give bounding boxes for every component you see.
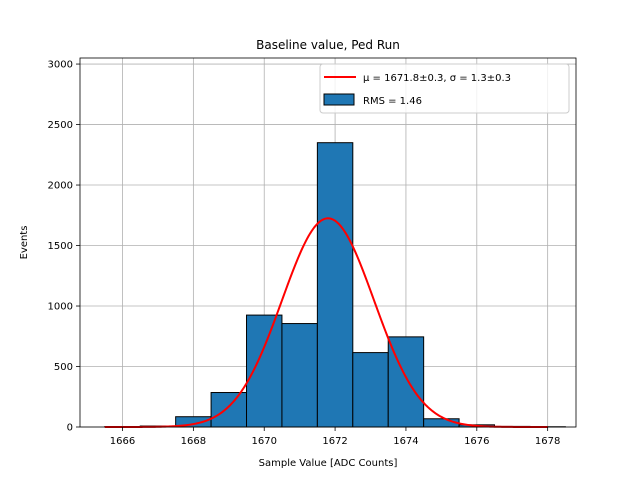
- legend-box: [319, 63, 570, 114]
- y-tick-label: 1000: [48, 302, 73, 313]
- histogram-bar: [210, 392, 248, 428]
- x-tick-label: 1670: [252, 436, 277, 447]
- y-tick-label: 2000: [48, 181, 73, 192]
- histogram-bar: [316, 142, 354, 428]
- plot-frame: [79, 57, 577, 428]
- x-tick-label: 1672: [322, 436, 347, 447]
- legend-histogram-label: RMS = 1.46: [363, 96, 422, 107]
- histogram-bar: [281, 323, 318, 428]
- y-axis-ticks: 0 500 1000 1500 2000 2500 3000: [48, 60, 80, 434]
- y-tick-label: 500: [54, 362, 73, 373]
- y-tick-label: 3000: [48, 60, 73, 71]
- histogram-bar: [246, 314, 283, 428]
- gaussian-fit-curve: [104, 217, 548, 428]
- y-tick-label: 1500: [48, 241, 73, 252]
- x-tick-label: 1674: [393, 436, 418, 447]
- x-axis-label: Sample Value [ADC Counts]: [259, 458, 398, 469]
- y-axis-label: Events: [19, 226, 30, 260]
- x-tick-label: 1668: [181, 436, 206, 447]
- y-tick-label: 2500: [48, 120, 73, 131]
- legend-histogram-swatch: [323, 93, 355, 106]
- y-tick-label: 0: [67, 423, 73, 434]
- histogram-bar: [352, 352, 389, 428]
- chart-title: Baseline value, Ped Run: [256, 38, 400, 52]
- x-tick-label: 1676: [464, 436, 489, 447]
- x-tick-label: 1678: [535, 436, 560, 447]
- x-axis-ticks: 1666 1668 1670 1672 1674 1676 1678: [110, 427, 560, 447]
- legend: μ = 1671.8±0.3, σ = 1.3±0.3 RMS = 1.46: [319, 63, 570, 114]
- histogram-bars: [104, 142, 566, 428]
- x-tick-label: 1666: [110, 436, 135, 447]
- legend-fit-label: μ = 1671.8±0.3, σ = 1.3±0.3: [363, 73, 511, 84]
